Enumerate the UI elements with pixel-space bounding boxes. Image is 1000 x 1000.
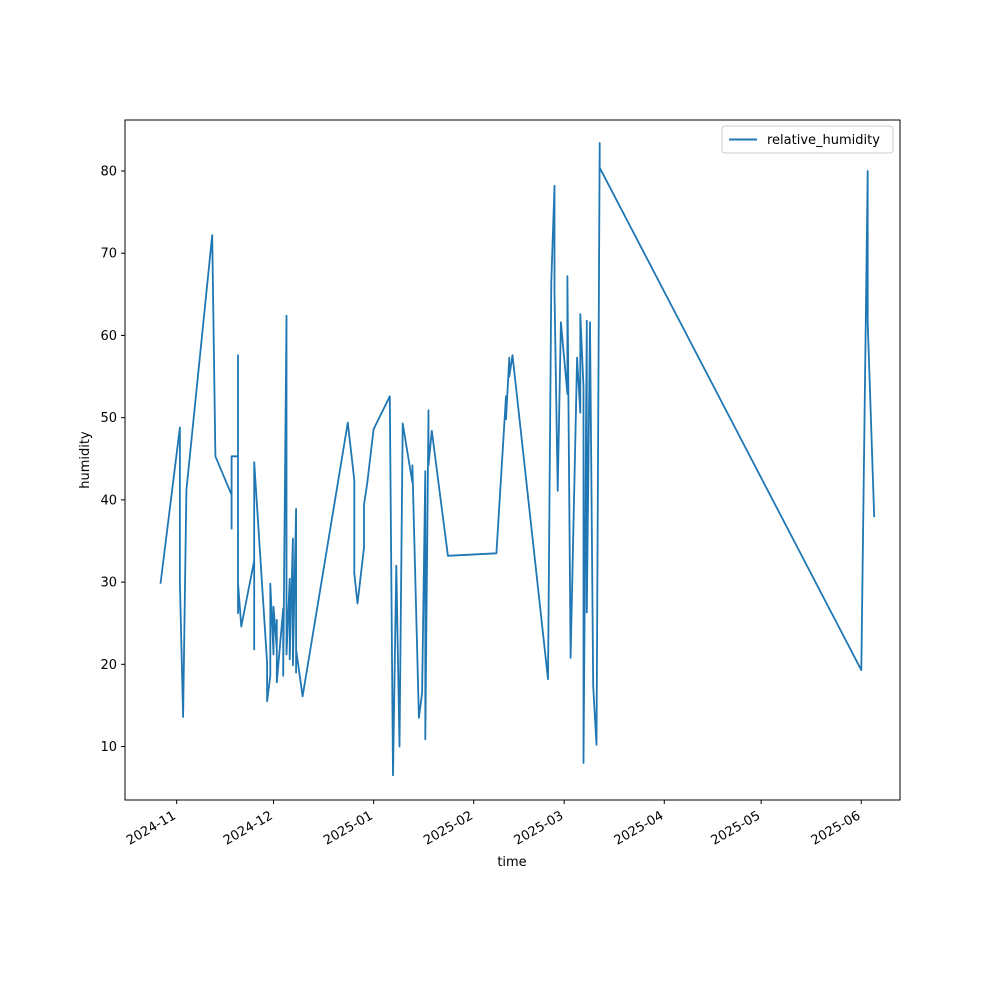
y-tick-label: 60 xyxy=(100,329,117,344)
legend: relative_humidity xyxy=(721,125,894,154)
y-tick-label: 70 xyxy=(100,247,117,262)
series-layer xyxy=(159,142,876,777)
plot-area-frame xyxy=(124,119,901,801)
legend-label: relative_humidity xyxy=(767,133,880,148)
series-line-relative_humidity xyxy=(159,142,876,777)
y-tick-label: 20 xyxy=(100,658,117,673)
y-axis: 10 20 30 40 50 60 70 80 xyxy=(100,164,125,755)
y-tick-label: 10 xyxy=(100,740,117,755)
y-tick-label: 50 xyxy=(100,411,117,426)
y-tick-label: 30 xyxy=(100,576,117,591)
y-tick-label: 80 xyxy=(100,164,117,179)
y-axis-label: humidity xyxy=(78,431,93,489)
y-tick-label: 40 xyxy=(100,493,117,508)
x-axis-label: time xyxy=(497,855,526,870)
legend-box xyxy=(721,125,894,154)
